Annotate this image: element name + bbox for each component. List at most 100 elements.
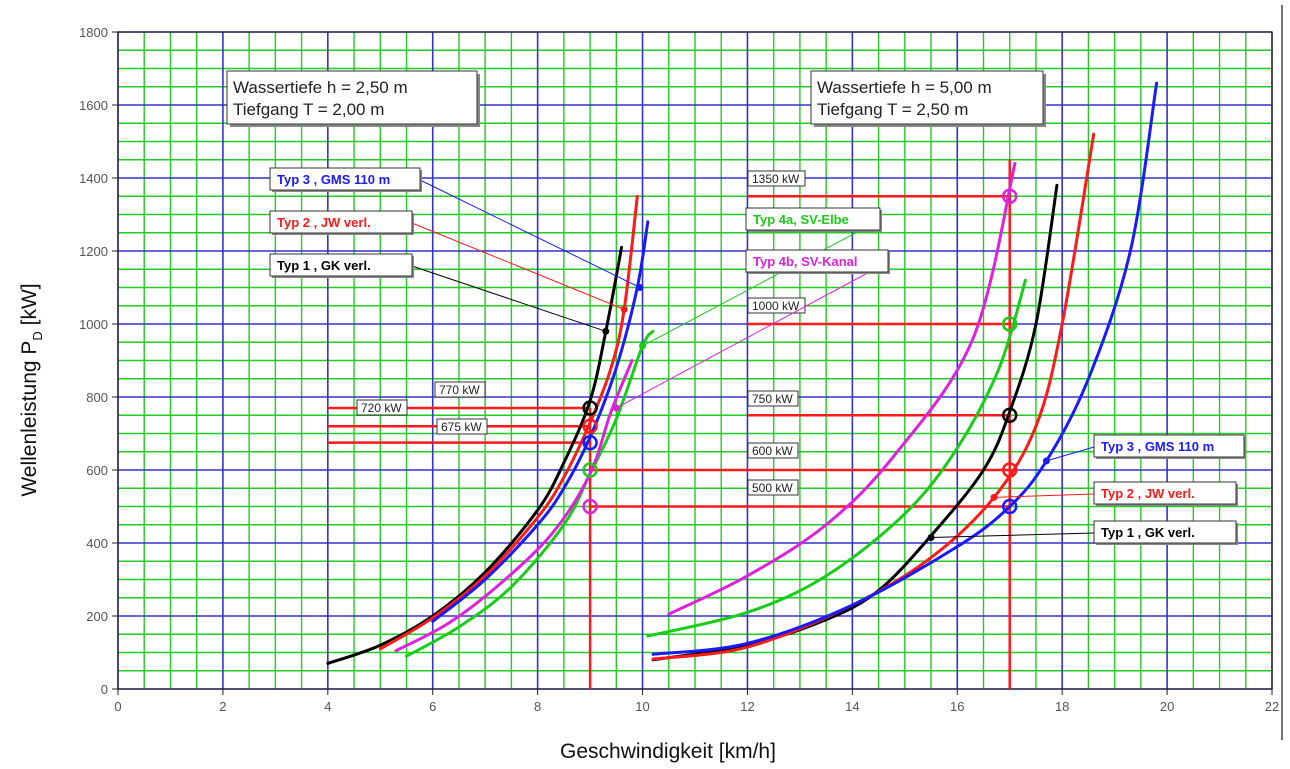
leader-line [411,222,625,310]
curve-blue [651,81,1159,656]
label-box [269,167,421,191]
guide-label: 770 kW [439,383,480,397]
plot-frame [117,31,1273,690]
guide-label: 1000 kW [752,299,800,313]
x-tick-label: 16 [950,699,964,714]
label-box [745,249,889,273]
y-axis-title-sub: D [30,331,45,340]
leader-dot [602,327,610,335]
guide-label: 600 kW [752,444,793,458]
y-axis-title-unit: [kW] [18,283,41,325]
leader-dot [639,342,647,350]
series-label: Typ 4b, SV-Kanal [753,254,858,269]
x-tick-label: 14 [845,699,859,714]
condition-line-1: Wassertiefe h = 5,00 m [817,78,992,97]
leader-dot [620,305,628,313]
operating-point [582,400,598,416]
curve-green [405,329,655,658]
leader-line [993,493,1095,498]
leader-line [1046,446,1095,462]
leader-line [411,265,606,332]
grid [117,31,1273,690]
guide-label-box [356,399,408,416]
condition-line-2: Tiefgang T = 2,00 m [233,100,384,119]
curve-magenta [394,359,634,653]
label-box [1093,434,1245,458]
x-axis-title: Geschwindigkeit [km/h] [560,740,776,763]
x-tick-label: 18 [1055,699,1069,714]
label-box [745,207,881,231]
leader-line [419,179,641,288]
series-label: Typ 4a, SV-Elbe [753,212,849,227]
series-label: Typ 3 , GMS 110 m [277,172,390,187]
series-label: Typ 1 , GK verl. [1101,525,1195,540]
curve-green [646,278,1027,638]
operating-point [1001,498,1018,515]
curve-blue [431,220,650,623]
svg-text:Wellenleistung PD [kW]: Wellenleistung PD [kW] [18,283,45,496]
operating-point [582,498,598,515]
condition-line-2: Tiefgang T = 2,50 m [817,100,968,119]
leader-dot [927,534,935,542]
y-tick-label: 1000 [79,317,108,332]
label-box [1093,520,1237,544]
x-tick-label: 10 [635,699,649,714]
x-tick-label: 8 [534,699,541,714]
y-axis-title: Wellenleistung PD [kW] [18,283,45,496]
x-tick-label: 6 [429,699,436,714]
y-tick-label: 1400 [79,171,108,186]
series-label: Typ 2 , JW verl. [277,215,371,230]
x-tick-label: 20 [1160,699,1174,714]
guide-label: 675 kW [441,420,482,434]
guide-label-box [747,390,799,407]
leader-dot [612,404,620,412]
guide-label-box [747,442,799,459]
leader-line [931,532,1095,539]
y-tick-label: 400 [86,536,108,551]
y-tick-label: 600 [86,463,108,478]
guide-label: 720 kW [361,401,402,415]
y-tick-label: 1800 [79,25,108,40]
guide-label-box [747,170,806,187]
condition-boxes: Wassertiefe h = 2,50 m Tiefgang T = 2,00 … [226,70,1046,127]
axes: 0 2 4 6 8 10 12 14 16 18 20 22 0 200 400 600 800 1000 1200… [79,25,1279,714]
condition-box [226,70,478,125]
leader-line [616,261,889,409]
curve-black [326,245,624,665]
y-tick-label: 200 [86,609,108,624]
operating-point [582,462,598,478]
y-tick-label: 800 [86,390,108,405]
guide-label-box [436,418,488,435]
leader-dot [636,284,644,291]
guide-label-box [747,479,799,496]
series-label: Typ 3 , GMS 110 m [1101,439,1214,454]
condition-line-1: Wassertiefe h = 2,50 m [233,78,408,97]
operating-point [1001,316,1018,332]
operating-points [582,188,1018,515]
operating-point [1001,188,1018,204]
guide-label: 750 kW [752,392,793,406]
y-tick-label: 1600 [79,98,108,113]
guide-label: 500 kW [752,481,793,495]
x-tick-label: 22 [1265,699,1279,714]
series-labels: Typ 3 , GMS 110 m Typ 2 , JW verl. Typ 1 ,… [269,167,1246,545]
curves [326,81,1159,665]
curve-red [651,132,1096,661]
guide-lines: 770 kW 720 kW 675 kW 1350 kW 1000 kW 750 kW 60… [327,159,1011,689]
operating-point [582,434,598,451]
series-label: Typ 2 , JW verl. [1101,486,1195,501]
y-tick-label: 0 [101,682,108,697]
x-tick-label: 12 [740,699,754,714]
leader-line [642,219,881,347]
operating-point [1001,462,1018,478]
curve-magenta [667,161,1017,616]
y-tick-label: 1200 [79,244,108,259]
curve-red [378,194,639,651]
series-label: Typ 1 , GK verl. [277,258,371,273]
x-tick-label: 0 [114,699,121,714]
operating-point [1001,407,1018,423]
label-box [269,210,413,234]
y-axis-title-symbol: P [18,341,41,355]
x-tick-label: 4 [324,699,331,714]
